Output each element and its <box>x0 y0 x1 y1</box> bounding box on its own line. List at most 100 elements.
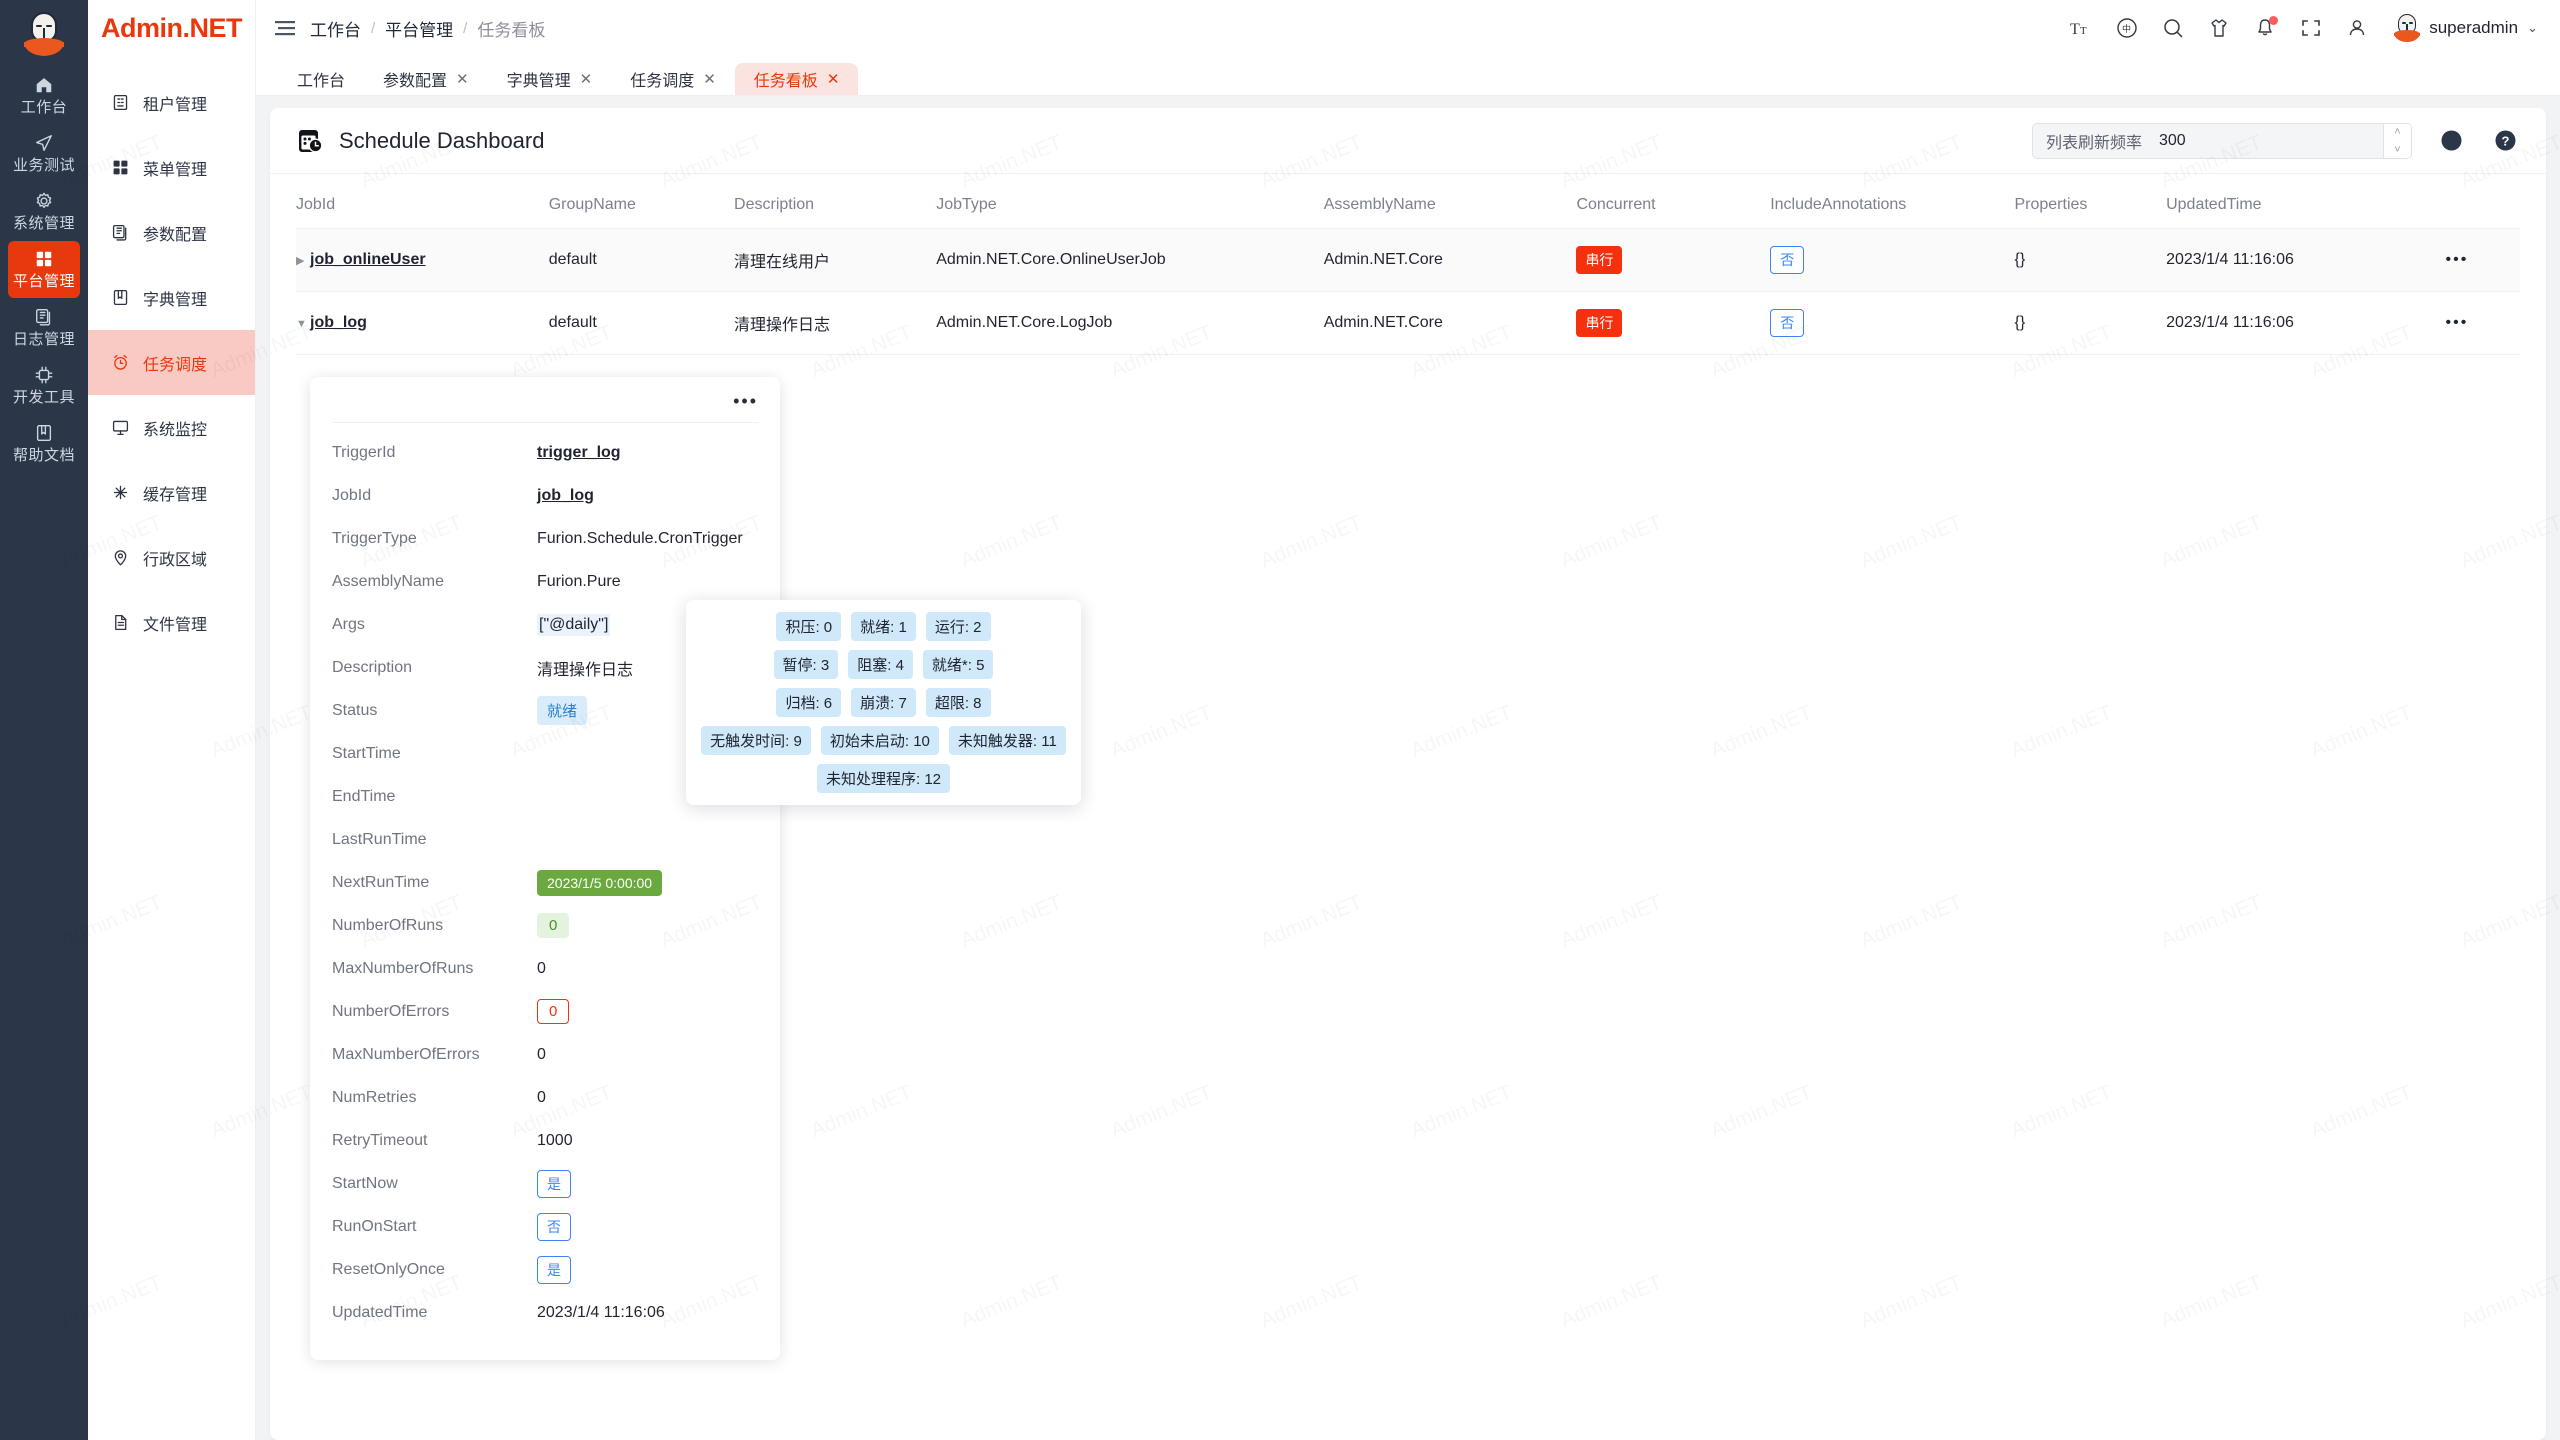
detail-value-badge[interactable]: trigger_log <box>537 443 621 461</box>
detail-field-label: JobId <box>332 486 372 504</box>
user-menu[interactable]: superadmin ⌄ <box>2394 14 2538 42</box>
tab-close-icon[interactable]: ✕ <box>826 70 840 88</box>
cell-assemblyname: Admin.NET.Core <box>1323 291 1577 355</box>
job-id-link[interactable]: job_onlineUser <box>310 251 426 268</box>
moon-icon[interactable] <box>2438 127 2466 155</box>
cell-includeannotations: 否 <box>1770 228 2015 292</box>
sparkle-icon <box>111 483 130 502</box>
bell-icon[interactable] <box>2254 16 2279 39</box>
monk-logo-icon <box>24 12 64 56</box>
detail-field-value: 是 <box>537 1169 758 1198</box>
detail-field-value: ["@daily"] <box>537 613 758 636</box>
svg-text:?: ? <box>2502 134 2510 149</box>
monitor-icon <box>111 418 130 437</box>
stepper-down-icon[interactable]: ˅ <box>2394 143 2401 156</box>
tab-4[interactable]: 任务调度 ✕ <box>611 63 735 95</box>
detail-field-value: 是 <box>537 1255 758 1284</box>
dashboard-card: Schedule Dashboard 列表刷新频率 300 ˄ ˅ ? <box>270 108 2546 1440</box>
detail-field-label: EndTime <box>332 787 396 805</box>
detail-field-label: RunOnStart <box>332 1217 417 1235</box>
tab-bar: 工作台 参数配置 ✕ 字典管理 ✕ 任务调度 ✕ 任务看板 ✕ <box>256 56 2560 96</box>
expand-caret-icon[interactable]: ▶ <box>296 255 305 267</box>
row-more-actions-button[interactable]: ••• <box>2401 291 2520 355</box>
detail-row-triggerid: TriggerId trigger_log <box>332 431 758 474</box>
copy-icon <box>34 307 54 327</box>
job-id-link[interactable]: job_log <box>310 314 367 331</box>
include-annotations-badge: 否 <box>1770 309 1805 337</box>
menu-item-3[interactable]: 参数配置 <box>88 200 255 265</box>
detail-field-label: MaxNumberOfErrors <box>332 1045 480 1063</box>
breadcrumb-item-1[interactable]: 工作台 <box>310 20 361 40</box>
home-icon <box>34 75 54 95</box>
column-header-4: JobType <box>936 182 1324 229</box>
table-row[interactable]: ▶ job_onlineUser default 清理在线用户 Admin.NET.Co… <box>296 228 2520 292</box>
detail-field-label: UpdatedTime <box>332 1303 428 1321</box>
app-logo <box>12 6 76 62</box>
menu-collapse-icon[interactable] <box>274 17 296 39</box>
detail-field-label: TriggerType <box>332 529 417 547</box>
theme-shirt-icon[interactable] <box>2208 17 2230 39</box>
cell-includeannotations: 否 <box>1770 291 2015 355</box>
breadcrumb-item-3[interactable]: 任务看板 <box>477 20 546 40</box>
detail-field-label: RetryTimeout <box>332 1131 428 1149</box>
language-icon[interactable]: 中 <box>2116 17 2138 39</box>
tab-3[interactable]: 字典管理 ✕ <box>488 63 612 95</box>
menu-item-7[interactable]: 缓存管理 <box>88 460 255 525</box>
menu-item-label: 文件管理 <box>143 616 208 634</box>
rail-items: 工作台 业务测试 系统管理 平台管理 日志管理 开发工具 帮助文档 <box>8 66 80 473</box>
tab-label: 任务调度 <box>630 73 695 90</box>
status-legend-chip: 积压: 0 <box>776 612 842 641</box>
status-legend-rows: 积压: 0 就绪: 1 运行: 2 暂停: 3 阻塞: 4 就绪*: 5 归档: 6 崩溃: … <box>696 612 1071 793</box>
stepper-up-icon[interactable]: ˄ <box>2394 125 2401 138</box>
row-more-actions-button[interactable]: ••• <box>2401 228 2520 292</box>
breadcrumb-item-2[interactable]: 平台管理 <box>385 20 454 40</box>
column-header-5: AssemblyName <box>1323 182 1577 229</box>
tab-label: 任务看板 <box>753 73 818 90</box>
menu-item-9[interactable]: 文件管理 <box>88 590 255 655</box>
detail-row-updatedtime: UpdatedTime 2023/1/4 11:16:06 <box>332 1291 758 1334</box>
detail-more-actions-button[interactable]: ••• <box>733 391 758 411</box>
tab-close-icon[interactable]: ✕ <box>703 70 716 88</box>
detail-row-lastruntime: LastRunTime <box>332 818 758 861</box>
tab-close-icon[interactable]: ✕ <box>456 70 469 88</box>
menu-item-1[interactable]: 租户管理 <box>88 70 255 135</box>
menu-item-4[interactable]: 字典管理 <box>88 265 255 330</box>
tab-close-icon[interactable]: ✕ <box>579 70 593 88</box>
status-legend-row-2: 暂停: 3 阻塞: 4 就绪*: 5 <box>696 650 1071 679</box>
search-icon[interactable] <box>2162 17 2184 39</box>
rail-item-3[interactable]: 系统管理 <box>8 183 80 240</box>
number-stepper[interactable]: ˄ ˅ <box>2382 123 2411 158</box>
expand-caret-icon[interactable]: ▼ <box>296 318 307 330</box>
user-icon[interactable] <box>2346 17 2368 39</box>
status-legend-row-4: 无触发时间: 9 初始未启动: 10 未知触发器: 11 <box>696 726 1071 755</box>
rail-item-1[interactable]: 工作台 <box>8 67 80 124</box>
menu-item-5[interactable]: 任务调度 <box>88 330 255 395</box>
menu-item-8[interactable]: 行政区域 <box>88 525 255 590</box>
tab-1[interactable]: 工作台 <box>278 63 364 95</box>
table-row[interactable]: ▼ job_log default 清理操作日志 Admin.NET.Core.LogJ… <box>296 291 2520 355</box>
rail-item-4[interactable]: 平台管理 <box>8 241 80 298</box>
detail-row-status: Status 就绪 <box>332 689 758 732</box>
rail-item-6[interactable]: 开发工具 <box>8 357 80 414</box>
menu-item-6[interactable]: 系统监控 <box>88 395 255 460</box>
detail-value-text: Furion.Schedule.CronTrigger <box>537 529 743 547</box>
gear-icon <box>34 191 54 211</box>
refresh-frequency-input[interactable]: 列表刷新频率 300 ˄ ˅ <box>2031 122 2412 159</box>
cell-updatedtime: 2023/1/4 11:16:06 <box>2166 228 2402 292</box>
rail-item-7[interactable]: 帮助文档 <box>8 415 80 472</box>
dashboard-header: Schedule Dashboard 列表刷新频率 300 ˄ ˅ ? <box>270 108 2546 174</box>
tab-2[interactable]: 参数配置 ✕ <box>364 63 488 95</box>
detail-value-badge[interactable]: job_log <box>537 486 594 504</box>
tab-5[interactable]: 任务看板 ✕ <box>734 63 859 95</box>
question-icon[interactable]: ? <box>2492 127 2520 155</box>
refresh-frequency-value[interactable]: 300 <box>2154 123 2383 158</box>
menu-item-label: 租户管理 <box>143 96 208 114</box>
rail-item-2[interactable]: 业务测试 <box>8 125 80 182</box>
menu-item-label: 字典管理 <box>143 291 208 309</box>
cell-concurrent: 串行 <box>1576 228 1771 292</box>
fullscreen-icon[interactable] <box>2300 17 2322 39</box>
menu-item-2[interactable]: 菜单管理 <box>88 135 255 200</box>
rail-item-5[interactable]: 日志管理 <box>8 299 80 356</box>
status-legend-popover: 积压: 0 就绪: 1 运行: 2 暂停: 3 阻塞: 4 就绪*: 5 归档: 6 崩溃: … <box>686 600 1081 805</box>
